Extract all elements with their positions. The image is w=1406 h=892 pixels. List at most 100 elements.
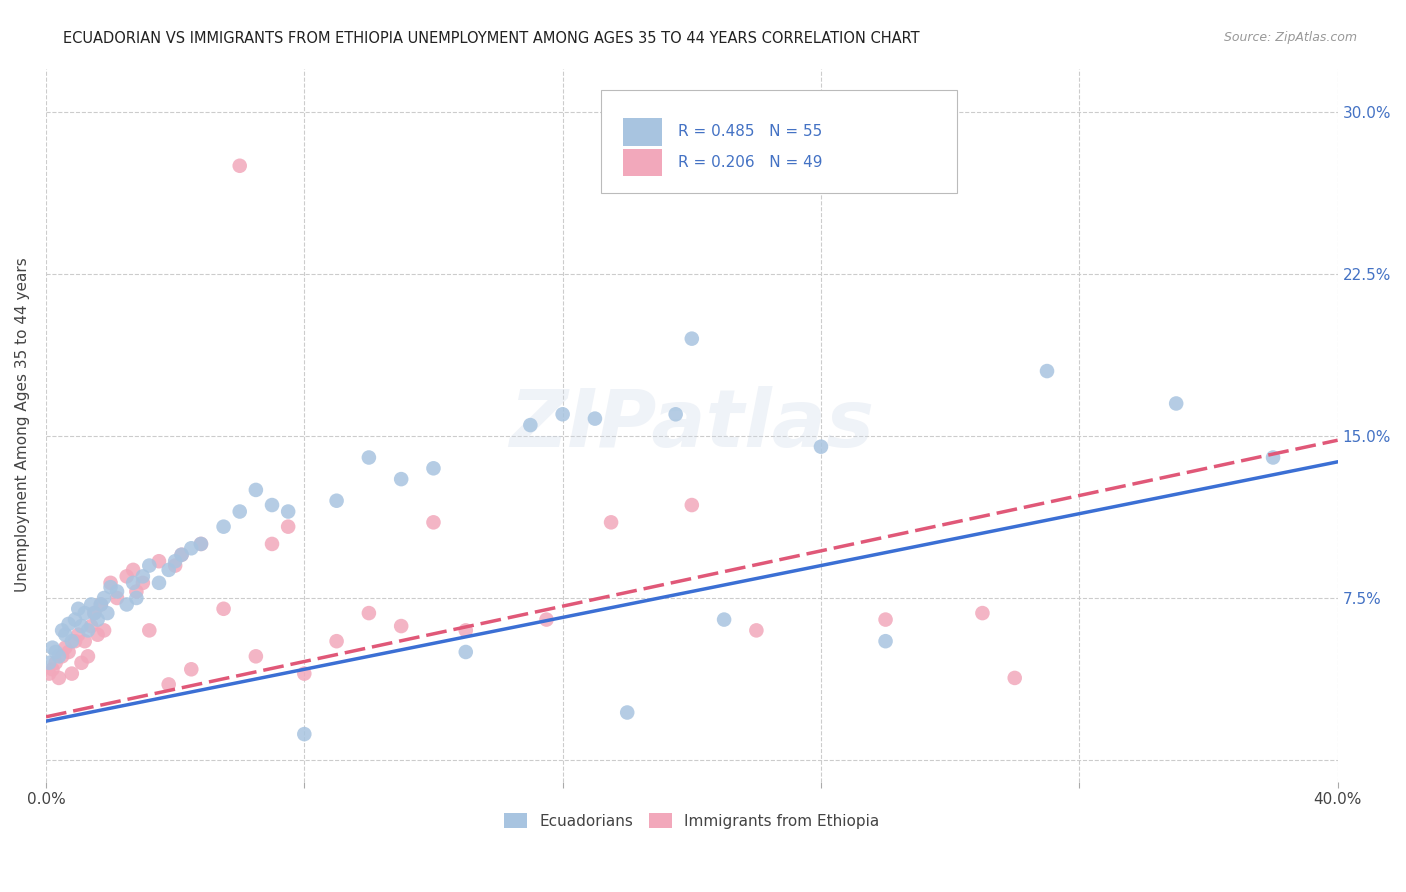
Point bbox=[665, 407, 688, 421]
Point bbox=[277, 519, 299, 533]
Point bbox=[93, 591, 115, 605]
Point bbox=[51, 624, 73, 638]
Point bbox=[73, 606, 96, 620]
Point bbox=[80, 619, 103, 633]
Bar bbox=[623, 119, 662, 145]
Point bbox=[86, 628, 108, 642]
Point bbox=[53, 640, 76, 655]
Point bbox=[600, 516, 623, 530]
Point bbox=[77, 649, 100, 664]
Point bbox=[122, 575, 145, 590]
Point bbox=[454, 624, 477, 638]
Point bbox=[132, 569, 155, 583]
Point bbox=[96, 606, 118, 620]
Point bbox=[972, 606, 994, 620]
Point bbox=[38, 656, 60, 670]
Point bbox=[745, 624, 768, 638]
Point bbox=[190, 537, 212, 551]
Point bbox=[70, 619, 93, 633]
Point bbox=[212, 601, 235, 615]
Point bbox=[73, 634, 96, 648]
Point bbox=[1166, 396, 1188, 410]
Point bbox=[277, 504, 299, 518]
Point bbox=[53, 628, 76, 642]
Point bbox=[125, 591, 148, 605]
Point bbox=[45, 645, 67, 659]
Point bbox=[138, 558, 160, 573]
Point bbox=[58, 645, 80, 659]
Point bbox=[1004, 671, 1026, 685]
Legend: Ecuadorians, Immigrants from Ethiopia: Ecuadorians, Immigrants from Ethiopia bbox=[498, 806, 886, 835]
Point bbox=[260, 537, 283, 551]
Point bbox=[325, 634, 347, 648]
Point bbox=[77, 624, 100, 638]
Point bbox=[810, 440, 832, 454]
Point bbox=[105, 584, 128, 599]
Point bbox=[357, 450, 380, 465]
Point bbox=[125, 584, 148, 599]
Point bbox=[80, 598, 103, 612]
Point bbox=[45, 656, 67, 670]
Point bbox=[875, 613, 897, 627]
Point bbox=[100, 580, 122, 594]
Point bbox=[551, 407, 574, 421]
Point bbox=[422, 516, 444, 530]
Point bbox=[228, 504, 250, 518]
Point bbox=[122, 563, 145, 577]
Point bbox=[60, 634, 83, 648]
Text: R = 0.485   N = 55: R = 0.485 N = 55 bbox=[678, 125, 823, 139]
Point bbox=[148, 575, 170, 590]
Point bbox=[165, 554, 187, 568]
Point bbox=[583, 411, 606, 425]
Point bbox=[157, 677, 180, 691]
Point bbox=[325, 493, 347, 508]
Point bbox=[115, 598, 138, 612]
Point bbox=[38, 666, 60, 681]
Point bbox=[170, 548, 193, 562]
Point bbox=[357, 606, 380, 620]
Point bbox=[58, 616, 80, 631]
Point bbox=[713, 613, 735, 627]
Point bbox=[1036, 364, 1059, 378]
Point bbox=[519, 418, 541, 433]
Point bbox=[389, 619, 412, 633]
Text: R = 0.206   N = 49: R = 0.206 N = 49 bbox=[678, 155, 823, 170]
Point bbox=[212, 519, 235, 533]
Point bbox=[51, 649, 73, 664]
Point bbox=[228, 159, 250, 173]
Point bbox=[86, 613, 108, 627]
Point bbox=[67, 601, 90, 615]
Point bbox=[100, 575, 122, 590]
Point bbox=[138, 624, 160, 638]
Point bbox=[260, 498, 283, 512]
Point bbox=[60, 666, 83, 681]
Point bbox=[67, 628, 90, 642]
Point bbox=[292, 666, 315, 681]
Point bbox=[41, 662, 63, 676]
Text: Source: ZipAtlas.com: Source: ZipAtlas.com bbox=[1223, 31, 1357, 45]
Point bbox=[93, 624, 115, 638]
Point bbox=[157, 563, 180, 577]
Point bbox=[875, 634, 897, 648]
Text: ECUADORIAN VS IMMIGRANTS FROM ETHIOPIA UNEMPLOYMENT AMONG AGES 35 TO 44 YEARS CO: ECUADORIAN VS IMMIGRANTS FROM ETHIOPIA U… bbox=[63, 31, 920, 46]
Text: ZIPatlas: ZIPatlas bbox=[509, 386, 875, 464]
Point bbox=[48, 649, 70, 664]
Point bbox=[454, 645, 477, 659]
Point bbox=[681, 498, 703, 512]
Point bbox=[190, 537, 212, 551]
Point bbox=[83, 606, 105, 620]
Point bbox=[90, 598, 112, 612]
Point bbox=[170, 548, 193, 562]
Point bbox=[105, 591, 128, 605]
Point bbox=[83, 606, 105, 620]
FancyBboxPatch shape bbox=[602, 90, 956, 194]
Point bbox=[148, 554, 170, 568]
Point bbox=[90, 598, 112, 612]
Point bbox=[1261, 450, 1284, 465]
Point bbox=[536, 613, 558, 627]
Point bbox=[70, 656, 93, 670]
Point bbox=[165, 558, 187, 573]
Point bbox=[41, 640, 63, 655]
Point bbox=[245, 649, 267, 664]
Point bbox=[389, 472, 412, 486]
